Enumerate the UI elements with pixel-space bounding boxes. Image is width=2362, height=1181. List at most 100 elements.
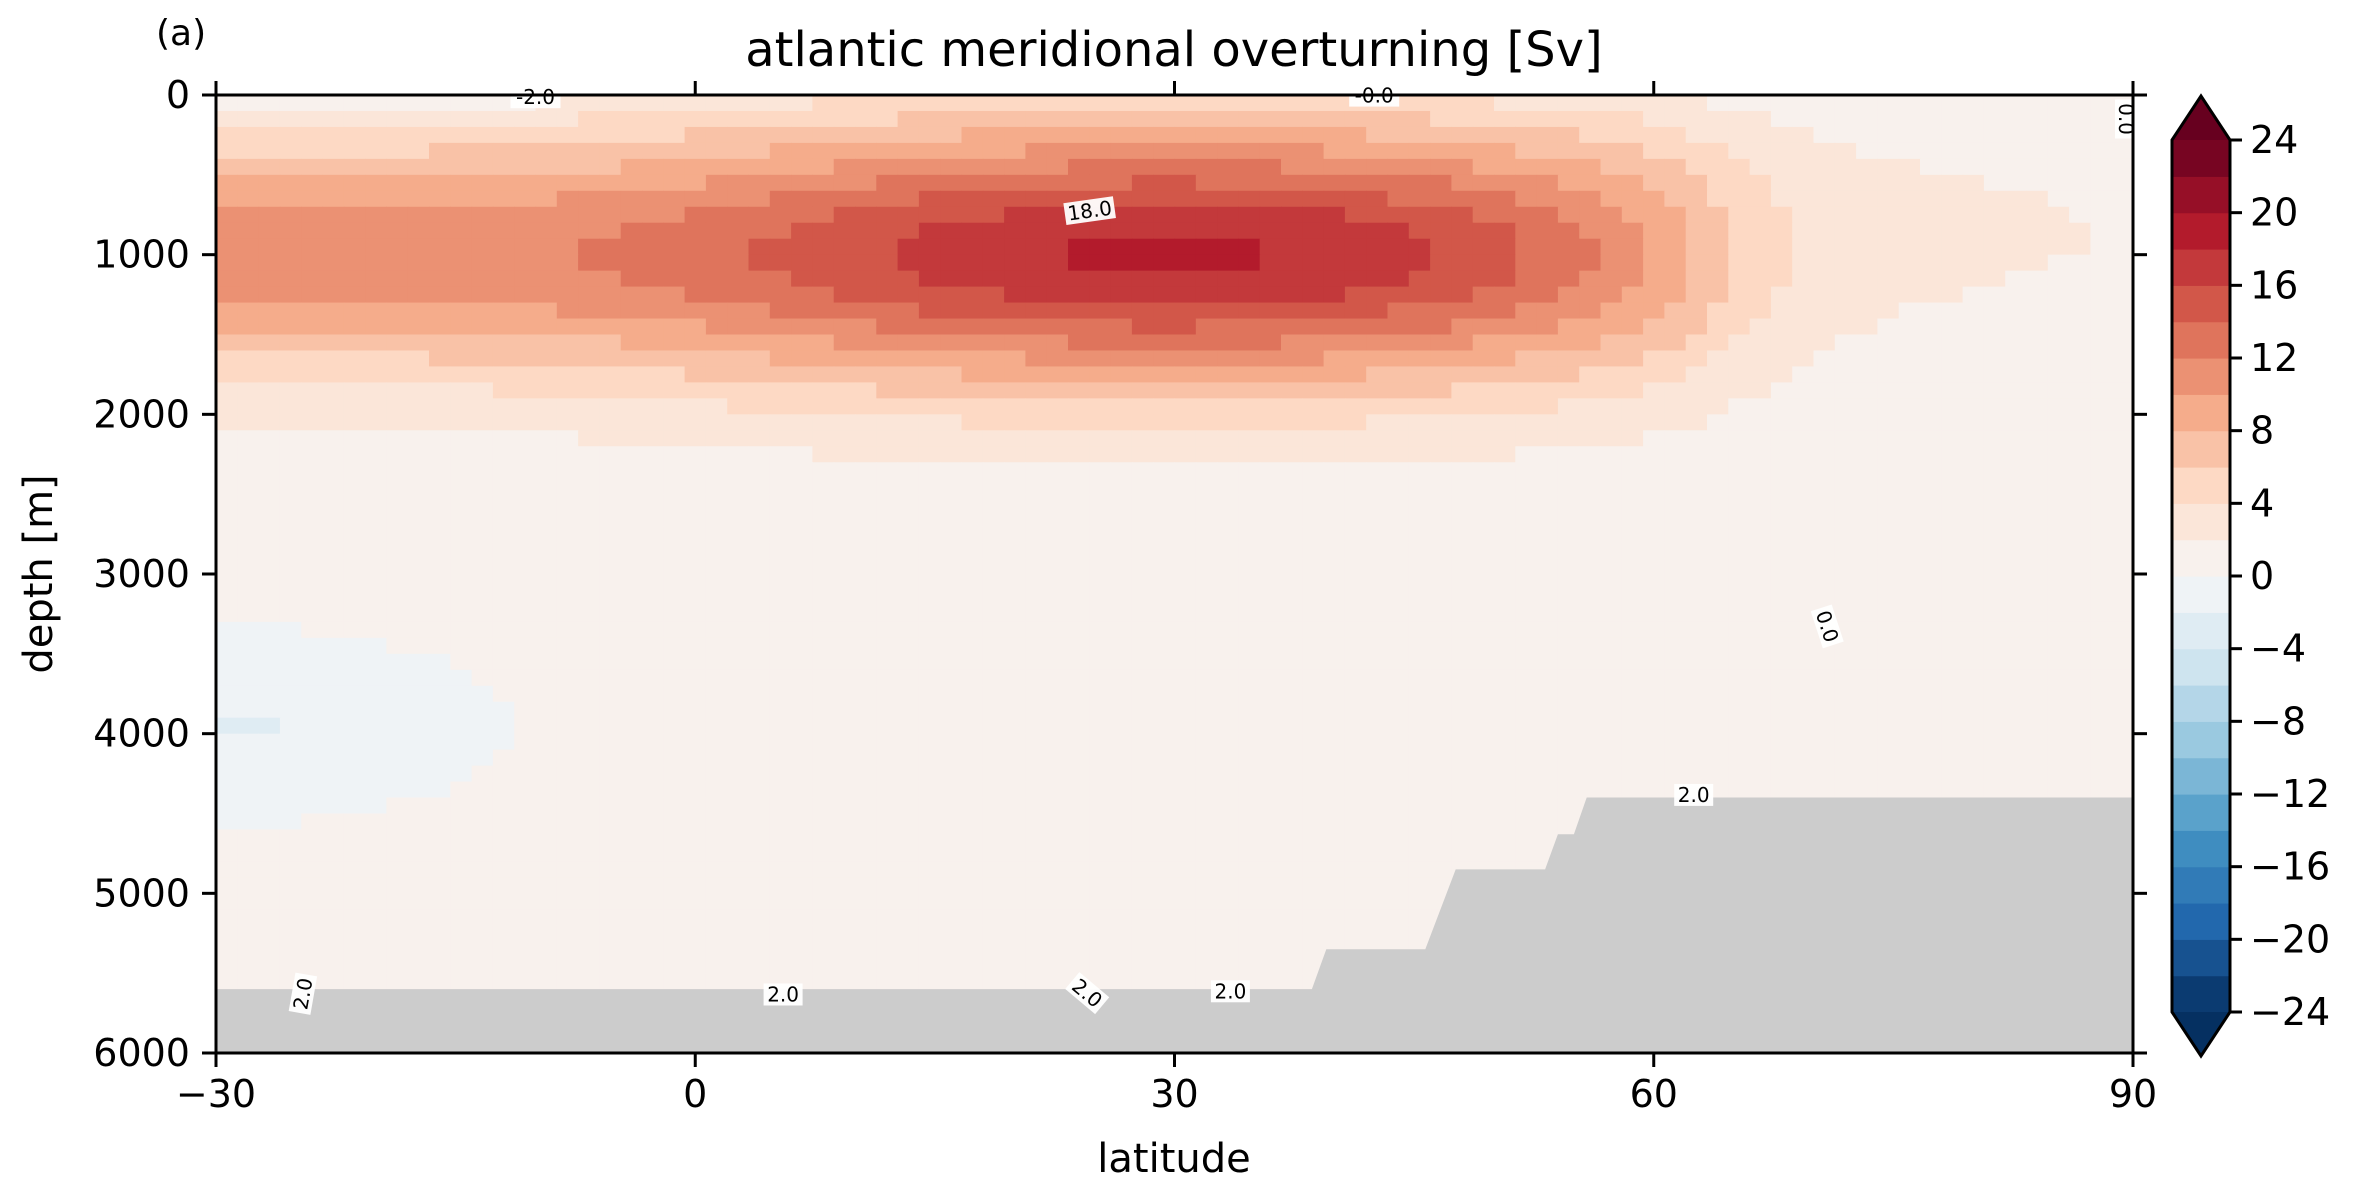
field-cell-2221 (1515, 478, 1538, 495)
field-cell-1963 (1770, 430, 1793, 447)
field-cell-978 (1877, 254, 1900, 272)
field-cell-471 (663, 174, 686, 192)
field-cell-3498 (1877, 701, 1900, 719)
field-cell-3348 (599, 685, 622, 703)
field-cell-3737 (1217, 749, 1239, 767)
field-cell-868 (1451, 238, 1474, 256)
field-cell-4325 (322, 861, 345, 878)
field-cell-2506 (1834, 526, 1857, 543)
field-cell-2596 (1834, 542, 1857, 559)
field-cell-2731 (876, 574, 899, 591)
field-cell-4010 (1281, 797, 1303, 815)
field-cell-1311 (1302, 318, 1325, 336)
field-cell-1476 (982, 350, 1005, 368)
field-cell-3811 (876, 765, 899, 783)
field-cell-4705 (748, 925, 771, 942)
field-cell-3363 (918, 685, 941, 703)
field-cell-3880 (429, 781, 451, 799)
field-cell-109 (620, 110, 643, 128)
field-cell-2135 (1600, 462, 1623, 479)
field-cell-1441 (237, 350, 260, 368)
field-cell-27 (791, 95, 813, 112)
field-cell-3464 (1153, 701, 1176, 719)
field-cell-3929 (1472, 781, 1495, 799)
field-cell-668 (1025, 206, 1048, 224)
field-cell-3274 (940, 669, 963, 687)
field-cell-1749 (1046, 398, 1069, 415)
field-cell-2297 (1217, 494, 1239, 511)
field-cell-3558 (1238, 717, 1261, 735)
field-cell-6 (343, 95, 366, 112)
field-cell-2610 (216, 558, 238, 575)
field-cell-3406 (1834, 685, 1857, 703)
field-cell-3924 (1366, 781, 1389, 799)
field-cell-2379 (1046, 510, 1069, 527)
field-cell-4341 (663, 861, 686, 878)
field-cell-1790 (1920, 398, 1942, 415)
field-cell-217 (1004, 126, 1026, 144)
field-cell-578 (1025, 190, 1048, 208)
field-cell-1620 (216, 382, 238, 399)
field-cell-2735 (961, 574, 984, 591)
field-cell-2757 (1430, 574, 1452, 591)
field-cell-4259 (833, 845, 856, 862)
field-cell-2581 (1515, 542, 1538, 559)
field-cell-3377 (1217, 685, 1239, 703)
field-cell-1419 (1685, 334, 1708, 352)
field-cell-1212 (1110, 302, 1133, 320)
field-cell-1618 (2090, 366, 2113, 383)
field-cell-2307 (1430, 494, 1452, 511)
field-cell-4617 (791, 909, 813, 926)
field-cell-3397 (1643, 685, 1665, 703)
field-cell-3333 (279, 685, 302, 703)
field-cell-57 (1430, 95, 1452, 112)
field-cell-3113 (1344, 637, 1367, 655)
field-cell-1052 (1536, 270, 1559, 288)
field-cell-3155 (322, 653, 345, 671)
field-cell-3144 (2005, 637, 2028, 655)
field-cell-2210 (1281, 478, 1303, 495)
field-cell-298 (812, 142, 835, 160)
field-cell-4862 (258, 957, 281, 974)
field-cell-521 (1728, 174, 1751, 192)
field-cell-3230 (1920, 653, 1942, 671)
field-cell-1458 (599, 350, 622, 368)
field-cell-2849 (1472, 589, 1495, 607)
field-cell-2575 (1387, 542, 1410, 559)
field-cell-2994 (727, 621, 750, 639)
field-cell-518 (1664, 174, 1687, 192)
field-cell-3695 (322, 749, 345, 767)
field-cell-129 (1046, 110, 1069, 128)
field-cell-1012 (684, 270, 707, 288)
field-cell-3730 (1068, 749, 1090, 767)
field-cell-1580 (1281, 366, 1303, 383)
field-cell-3164 (514, 653, 537, 671)
field-cell-976 (1834, 254, 1857, 272)
field-cell-2466 (982, 526, 1005, 543)
field-cell-1086 (343, 286, 366, 304)
field-cell-166 (1834, 110, 1857, 128)
field-cell-687 (1430, 206, 1452, 224)
field-cell-3209 (1472, 653, 1495, 671)
field-cell-3809 (833, 765, 856, 783)
field-cell-4640 (1281, 909, 1303, 926)
field-cell-4443 (918, 877, 941, 894)
field-cell-1141 (1515, 286, 1538, 304)
field-cell-1596 (1621, 366, 1644, 383)
field-cell-3710 (642, 749, 664, 767)
field-cell-2539 (620, 542, 643, 559)
field-cell-1778 (1664, 398, 1687, 415)
field-cell-584 (1153, 190, 1176, 208)
field-cell-3578 (1664, 717, 1687, 735)
field-cell-3745 (1387, 749, 1410, 767)
field-cell-1697 (1856, 382, 1878, 399)
field-cell-1263 (279, 318, 302, 336)
field-cell-2774 (1792, 574, 1815, 591)
field-cell-2707 (365, 574, 387, 591)
field-cell-247 (1643, 126, 1665, 144)
field-cell-2856 (1621, 589, 1644, 607)
field-cell-4515 (535, 893, 558, 910)
field-cell-2139 (1685, 462, 1708, 479)
field-cell-2215 (1387, 478, 1410, 495)
field-cell-481 (876, 174, 899, 192)
